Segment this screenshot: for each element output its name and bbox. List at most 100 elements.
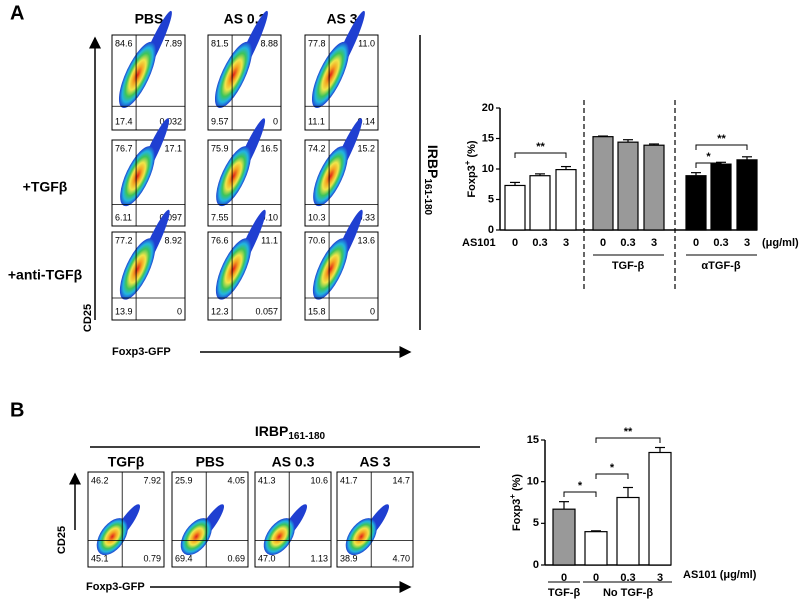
label: 0 xyxy=(533,559,539,571)
label: AS 3 xyxy=(326,11,357,27)
density-blob xyxy=(345,518,377,556)
label: 0 xyxy=(370,306,375,316)
label: 7.55 xyxy=(211,212,229,222)
label: 0.79 xyxy=(143,553,161,563)
label: 0.69 xyxy=(227,553,245,563)
label: 1.13 xyxy=(310,553,328,563)
label: AS 0.3 xyxy=(272,454,315,470)
label: 10.3 xyxy=(308,212,326,222)
plot-frame xyxy=(304,34,379,131)
label: 3 xyxy=(563,237,569,249)
label: 5 xyxy=(488,193,494,205)
label: ** xyxy=(624,426,633,438)
label: 10 xyxy=(527,476,539,488)
label: αTGF-β xyxy=(701,260,740,272)
density-blob xyxy=(215,238,252,300)
label: 6.11 xyxy=(115,212,132,222)
label: 11.1 xyxy=(308,116,325,126)
panel-label: A xyxy=(10,2,24,24)
label: 38.9 xyxy=(340,553,358,563)
y-label-main: Foxp3 xyxy=(511,499,523,531)
y-label-unit: (%) xyxy=(511,474,523,491)
density-blob xyxy=(118,41,157,108)
density-blob xyxy=(313,146,348,207)
bar xyxy=(648,451,672,566)
label: 3 xyxy=(651,237,657,249)
label: 74.2 xyxy=(308,143,326,153)
sig-bracket xyxy=(695,162,722,168)
label: 9.57 xyxy=(211,116,229,126)
bar xyxy=(643,144,665,231)
label: ** xyxy=(717,133,726,145)
label: 0.3 xyxy=(532,237,547,249)
label: 17.1 xyxy=(164,143,182,153)
label: 7.92 xyxy=(143,475,161,485)
label: 4.05 xyxy=(227,475,245,485)
label: 45.1 xyxy=(91,553,109,563)
bar xyxy=(552,508,576,566)
label: 10 xyxy=(482,163,494,175)
label: 81.5 xyxy=(211,38,229,48)
label: 0 xyxy=(273,116,278,126)
label: 0.097 xyxy=(159,212,182,222)
label: 0.3 xyxy=(620,237,635,249)
side-label-sub: 161-180 xyxy=(422,178,433,215)
label: 47.0 xyxy=(258,553,276,563)
bar xyxy=(555,169,577,231)
label: 13.9 xyxy=(115,306,133,316)
label: AS101 (μg/ml) xyxy=(683,569,757,581)
density-blob xyxy=(120,146,155,207)
sig-bracket xyxy=(514,152,567,158)
density-blob xyxy=(263,518,295,556)
label: AS101 xyxy=(462,237,496,249)
label: 4.70 xyxy=(392,553,410,563)
density-blob xyxy=(119,238,156,300)
sig-bracket xyxy=(595,437,661,443)
label: Foxp3-GFP xyxy=(86,581,145,593)
side-label-main: IRBP xyxy=(425,145,441,178)
label: 0.3 xyxy=(620,572,635,584)
sig-bracket xyxy=(595,473,629,479)
label: 69.4 xyxy=(175,553,193,563)
density-blob xyxy=(311,41,350,108)
bar xyxy=(592,136,614,231)
label: 15 xyxy=(482,132,494,144)
label: TGF-β xyxy=(548,587,581,599)
label: 17.4 xyxy=(115,116,133,126)
y-label-unit: (%) xyxy=(466,140,478,157)
label: 3 xyxy=(657,572,663,584)
density-blob xyxy=(214,41,253,108)
bar xyxy=(736,159,758,231)
bar xyxy=(685,175,707,231)
label: 70.6 xyxy=(308,235,326,245)
bar xyxy=(504,184,526,231)
label: TGFβ xyxy=(108,454,145,470)
label: 16.5 xyxy=(260,143,278,153)
label: 0.33 xyxy=(357,212,375,222)
label: +anti-TGFβ xyxy=(8,267,83,283)
side-label: IRBP161-180 xyxy=(422,145,441,216)
label: 0.3 xyxy=(713,237,728,249)
label: 15.2 xyxy=(357,143,375,153)
label: No TGF-β xyxy=(603,587,653,599)
label: 12.3 xyxy=(211,306,229,316)
label: 13.6 xyxy=(357,235,375,245)
label: 41.7 xyxy=(340,475,358,485)
label: 25.9 xyxy=(175,475,193,485)
label: * xyxy=(610,462,615,474)
density-blob xyxy=(96,518,128,556)
label: 20 xyxy=(482,102,494,114)
y-label-main: Foxp3 xyxy=(466,165,478,197)
label: 0 xyxy=(693,237,699,249)
y-axis-label: Foxp3+ (%) xyxy=(463,140,478,198)
label: 11.0 xyxy=(358,38,375,48)
label: 8.92 xyxy=(164,235,182,245)
density-blob xyxy=(312,238,349,300)
bar xyxy=(617,141,639,231)
label: * xyxy=(578,480,583,492)
label: AS 3 xyxy=(359,454,390,470)
label: 0.032 xyxy=(159,116,182,126)
label: (μg/ml) xyxy=(762,237,799,249)
label: 8.88 xyxy=(260,38,278,48)
label: 41.3 xyxy=(258,475,276,485)
